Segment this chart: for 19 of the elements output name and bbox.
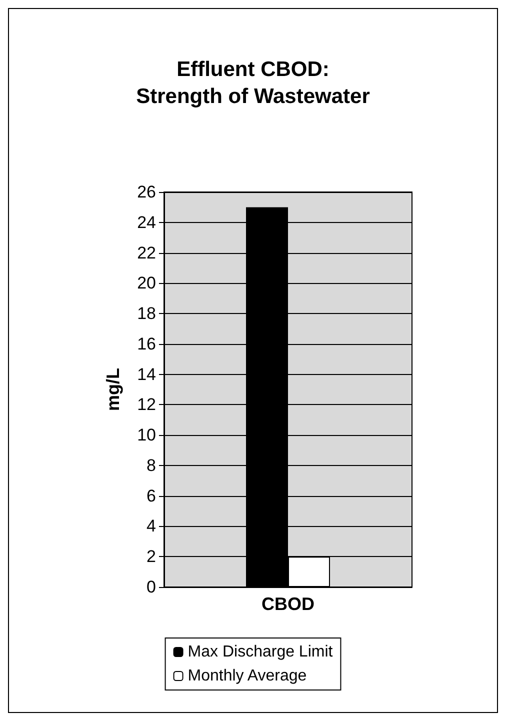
legend-label: Monthly Average	[188, 668, 307, 684]
y-tick-label: 20	[137, 274, 156, 293]
legend-label: Max Discharge Limit	[188, 644, 334, 660]
y-axis-title: mg/L	[103, 368, 123, 411]
y-tick-label: 2	[146, 547, 156, 566]
y-tick-label: 16	[137, 334, 156, 354]
y-tick-label: 10	[137, 426, 156, 445]
y-tick-label: 12	[137, 395, 156, 414]
y-tick-label: 22	[137, 243, 156, 262]
y-tick-label: 4	[146, 516, 156, 536]
x-tick-label: CBOD	[262, 594, 314, 614]
y-tick-label: 8	[146, 456, 156, 475]
y-tick-label: 6	[146, 486, 156, 506]
y-tick-label: 18	[137, 304, 156, 324]
y-tick-label: 14	[137, 364, 156, 384]
chart-title: Effluent CBOD: Strength of Wastewater	[136, 58, 370, 108]
y-tick-label: 24	[137, 212, 156, 232]
y-tick-label: 0	[146, 578, 156, 596]
y-tick-label: 26	[137, 182, 156, 202]
